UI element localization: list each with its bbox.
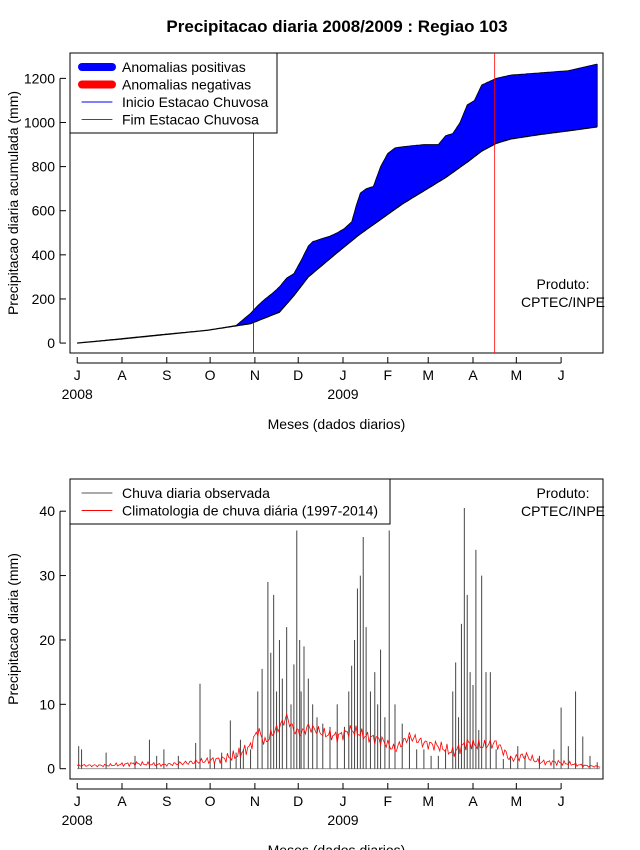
daily-x-tick-label: D [293,793,303,809]
daily-legend-box [69,478,391,525]
daily-year-label: 2008 [62,812,93,828]
cumulative-x-tick-label: N [250,367,260,383]
cumulative-legend-label: Anomalias positivas [122,59,246,75]
daily-annotation-line: Produto: [537,485,590,501]
daily-y-tick-label: 0 [47,761,55,777]
positive-anomaly-area [77,64,598,344]
cumulative-y-tick-label: 400 [32,247,56,263]
figure-title: Precipitacao diaria 2008/2009 : Regiao 1… [166,17,507,36]
daily-x-tick-label: J [340,793,347,809]
climatology-daily-line [76,712,601,768]
daily-x-tick-label: J [558,793,565,809]
daily-y-tick-label: 30 [39,568,55,584]
daily-y-tick-label: 40 [39,503,55,519]
cumulative-x-tick-label: A [468,367,478,383]
cumulative-x-tick-label: J [340,367,347,383]
daily-x-tick-label: A [468,793,478,809]
daily-legend-label: Chuva diaria observada [122,485,270,501]
cumulative-x-tick-label: S [162,367,171,383]
cumulative-x-tick-label: J [74,367,81,383]
cumulative-x-tick-label: F [383,367,392,383]
cumulative-legend-label: Anomalias negativas [122,77,251,93]
daily-x-tick-label: N [250,793,260,809]
cumulative-y-tick-label: 1200 [24,70,55,86]
cumulative-x-tick-label: J [558,367,565,383]
cumulative-x-axis-label: Meses (dados diarios) [268,416,406,432]
daily-x-tick-label: M [422,793,434,809]
cumulative-legend-label: Inicio Estacao Chuvosa [122,94,269,110]
cumulative-y-tick-label: 600 [32,203,56,219]
daily-x-tick-label: A [117,793,127,809]
daily-x-tick-label: F [383,793,392,809]
daily-y-tick-label: 10 [39,696,55,712]
daily-x-tick-label: O [205,793,216,809]
cumulative-year-label: 2009 [327,386,358,402]
cumulative-plot-frame [69,52,604,354]
daily-x-tick-label: S [162,793,171,809]
cumulative-x-tick-label: M [422,367,434,383]
cumulative-x-tick-label: O [205,367,216,383]
cumulative-annotation-line: Produto: [537,276,590,292]
daily-x-axis-label: Meses (dados diarios) [268,842,406,850]
daily-y-tick-label: 20 [39,632,55,648]
cumulative-y-axis-label: Precipitacao diaria acumulada (mm) [5,91,21,315]
daily-year-label: 2009 [327,812,358,828]
cumulative-x-tick-label: D [293,367,303,383]
cumulative-year-label: 2008 [62,386,93,402]
daily-y-axis-label: Precipitacao diaria (mm) [5,553,21,705]
daily-annotation-line: CPTEC/INPE [521,503,605,519]
cumulative-x-tick-label: M [510,367,522,383]
cumulative-y-tick-label: 1000 [24,114,55,130]
cumulative-annotation-line: CPTEC/INPE [521,294,605,310]
daily-x-tick-label: M [510,793,522,809]
daily-x-tick-label: J [74,793,81,809]
climatology-cumulative-line [77,126,598,344]
cumulative-y-tick-label: 800 [32,159,56,175]
daily-precipitation-chart: 0 10 20 30 40 Precipitacao diaria (mm) J A S O N D J… [5,478,605,850]
cumulative-legend-label: Fim Estacao Chuvosa [122,112,259,128]
cumulative-y-tick-label: 200 [32,291,56,307]
daily-legend-label: Climatologia de chuva diária (1997-2014) [122,503,378,519]
cumulative-x-tick-label: A [117,367,127,383]
cumulative-y-tick-label: 0 [47,335,55,351]
